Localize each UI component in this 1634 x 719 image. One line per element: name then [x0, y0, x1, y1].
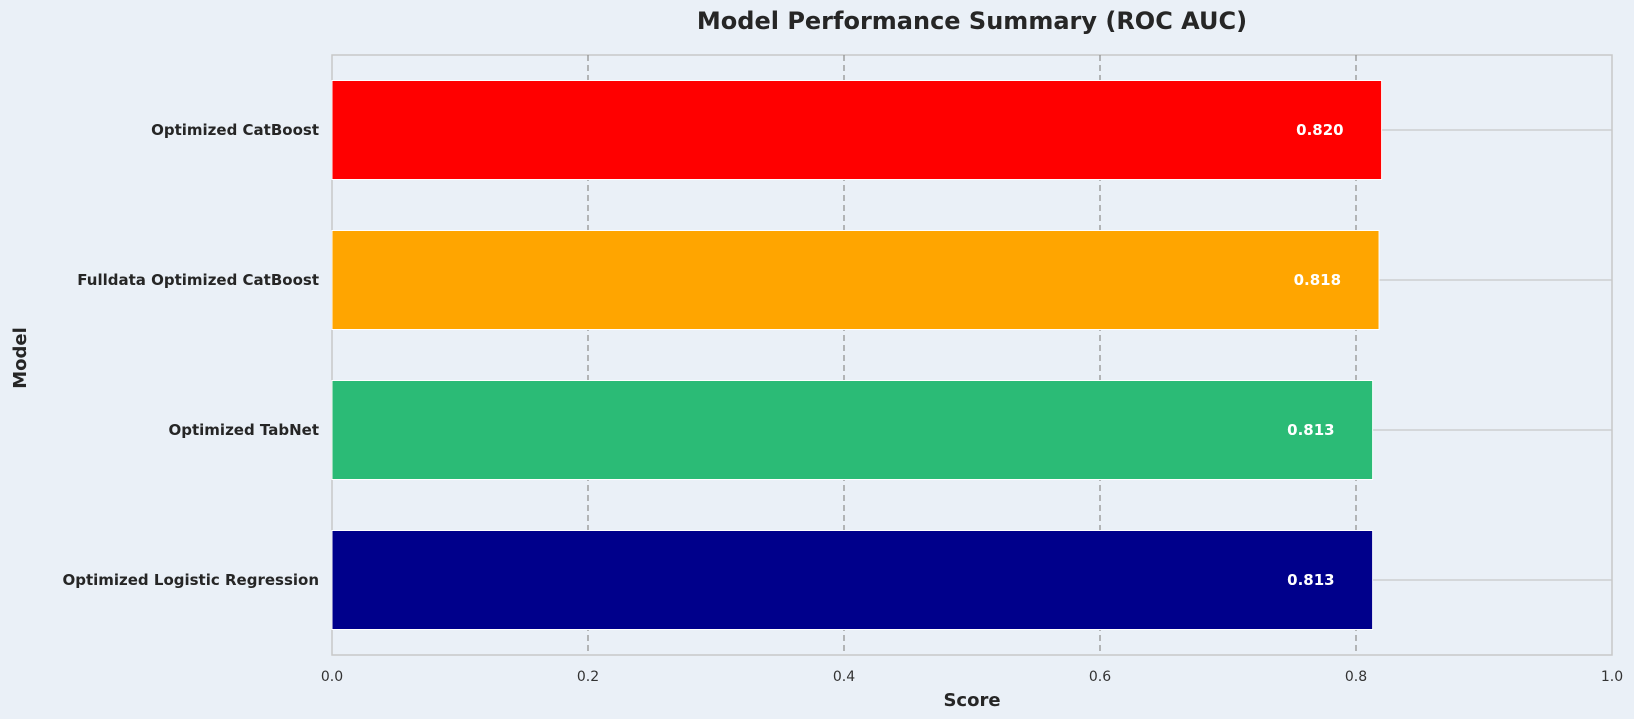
bar-value-label: 0.820	[1296, 121, 1343, 139]
bar	[331, 380, 1374, 480]
bar-value-label: 0.813	[1287, 421, 1334, 439]
y-axis-label: Model	[10, 327, 31, 389]
x-tick-labels: 0.0 0.2 0.4 0.6 0.8 1.0	[321, 669, 1623, 685]
x-tick-label: 0.8	[1345, 669, 1367, 685]
category-label: Optimized Logistic Regression	[62, 571, 319, 589]
x-tick-label: 0.4	[833, 669, 855, 685]
bar	[331, 80, 1383, 180]
bar	[331, 530, 1374, 630]
category-label: Optimized CatBoost	[151, 121, 319, 139]
x-tick-label: 0.2	[577, 669, 599, 685]
bar-value-label: 0.813	[1287, 571, 1334, 589]
chart-title: Model Performance Summary (ROC AUC)	[697, 7, 1247, 35]
bar	[331, 230, 1380, 330]
category-labels: Optimized CatBoost Fulldata Optimized Cat…	[62, 121, 319, 589]
x-tick-label: 1.0	[1601, 669, 1623, 685]
category-label: Fulldata Optimized CatBoost	[77, 271, 319, 289]
category-label: Optimized TabNet	[169, 421, 320, 439]
x-tick-label: 0.0	[321, 669, 343, 685]
bars	[331, 80, 1383, 630]
value-labels: 0.820 0.818 0.813 0.813	[1287, 121, 1343, 589]
x-axis-label: Score	[943, 690, 1000, 711]
bar-value-label: 0.818	[1294, 271, 1341, 289]
x-tick-label: 0.6	[1089, 669, 1111, 685]
